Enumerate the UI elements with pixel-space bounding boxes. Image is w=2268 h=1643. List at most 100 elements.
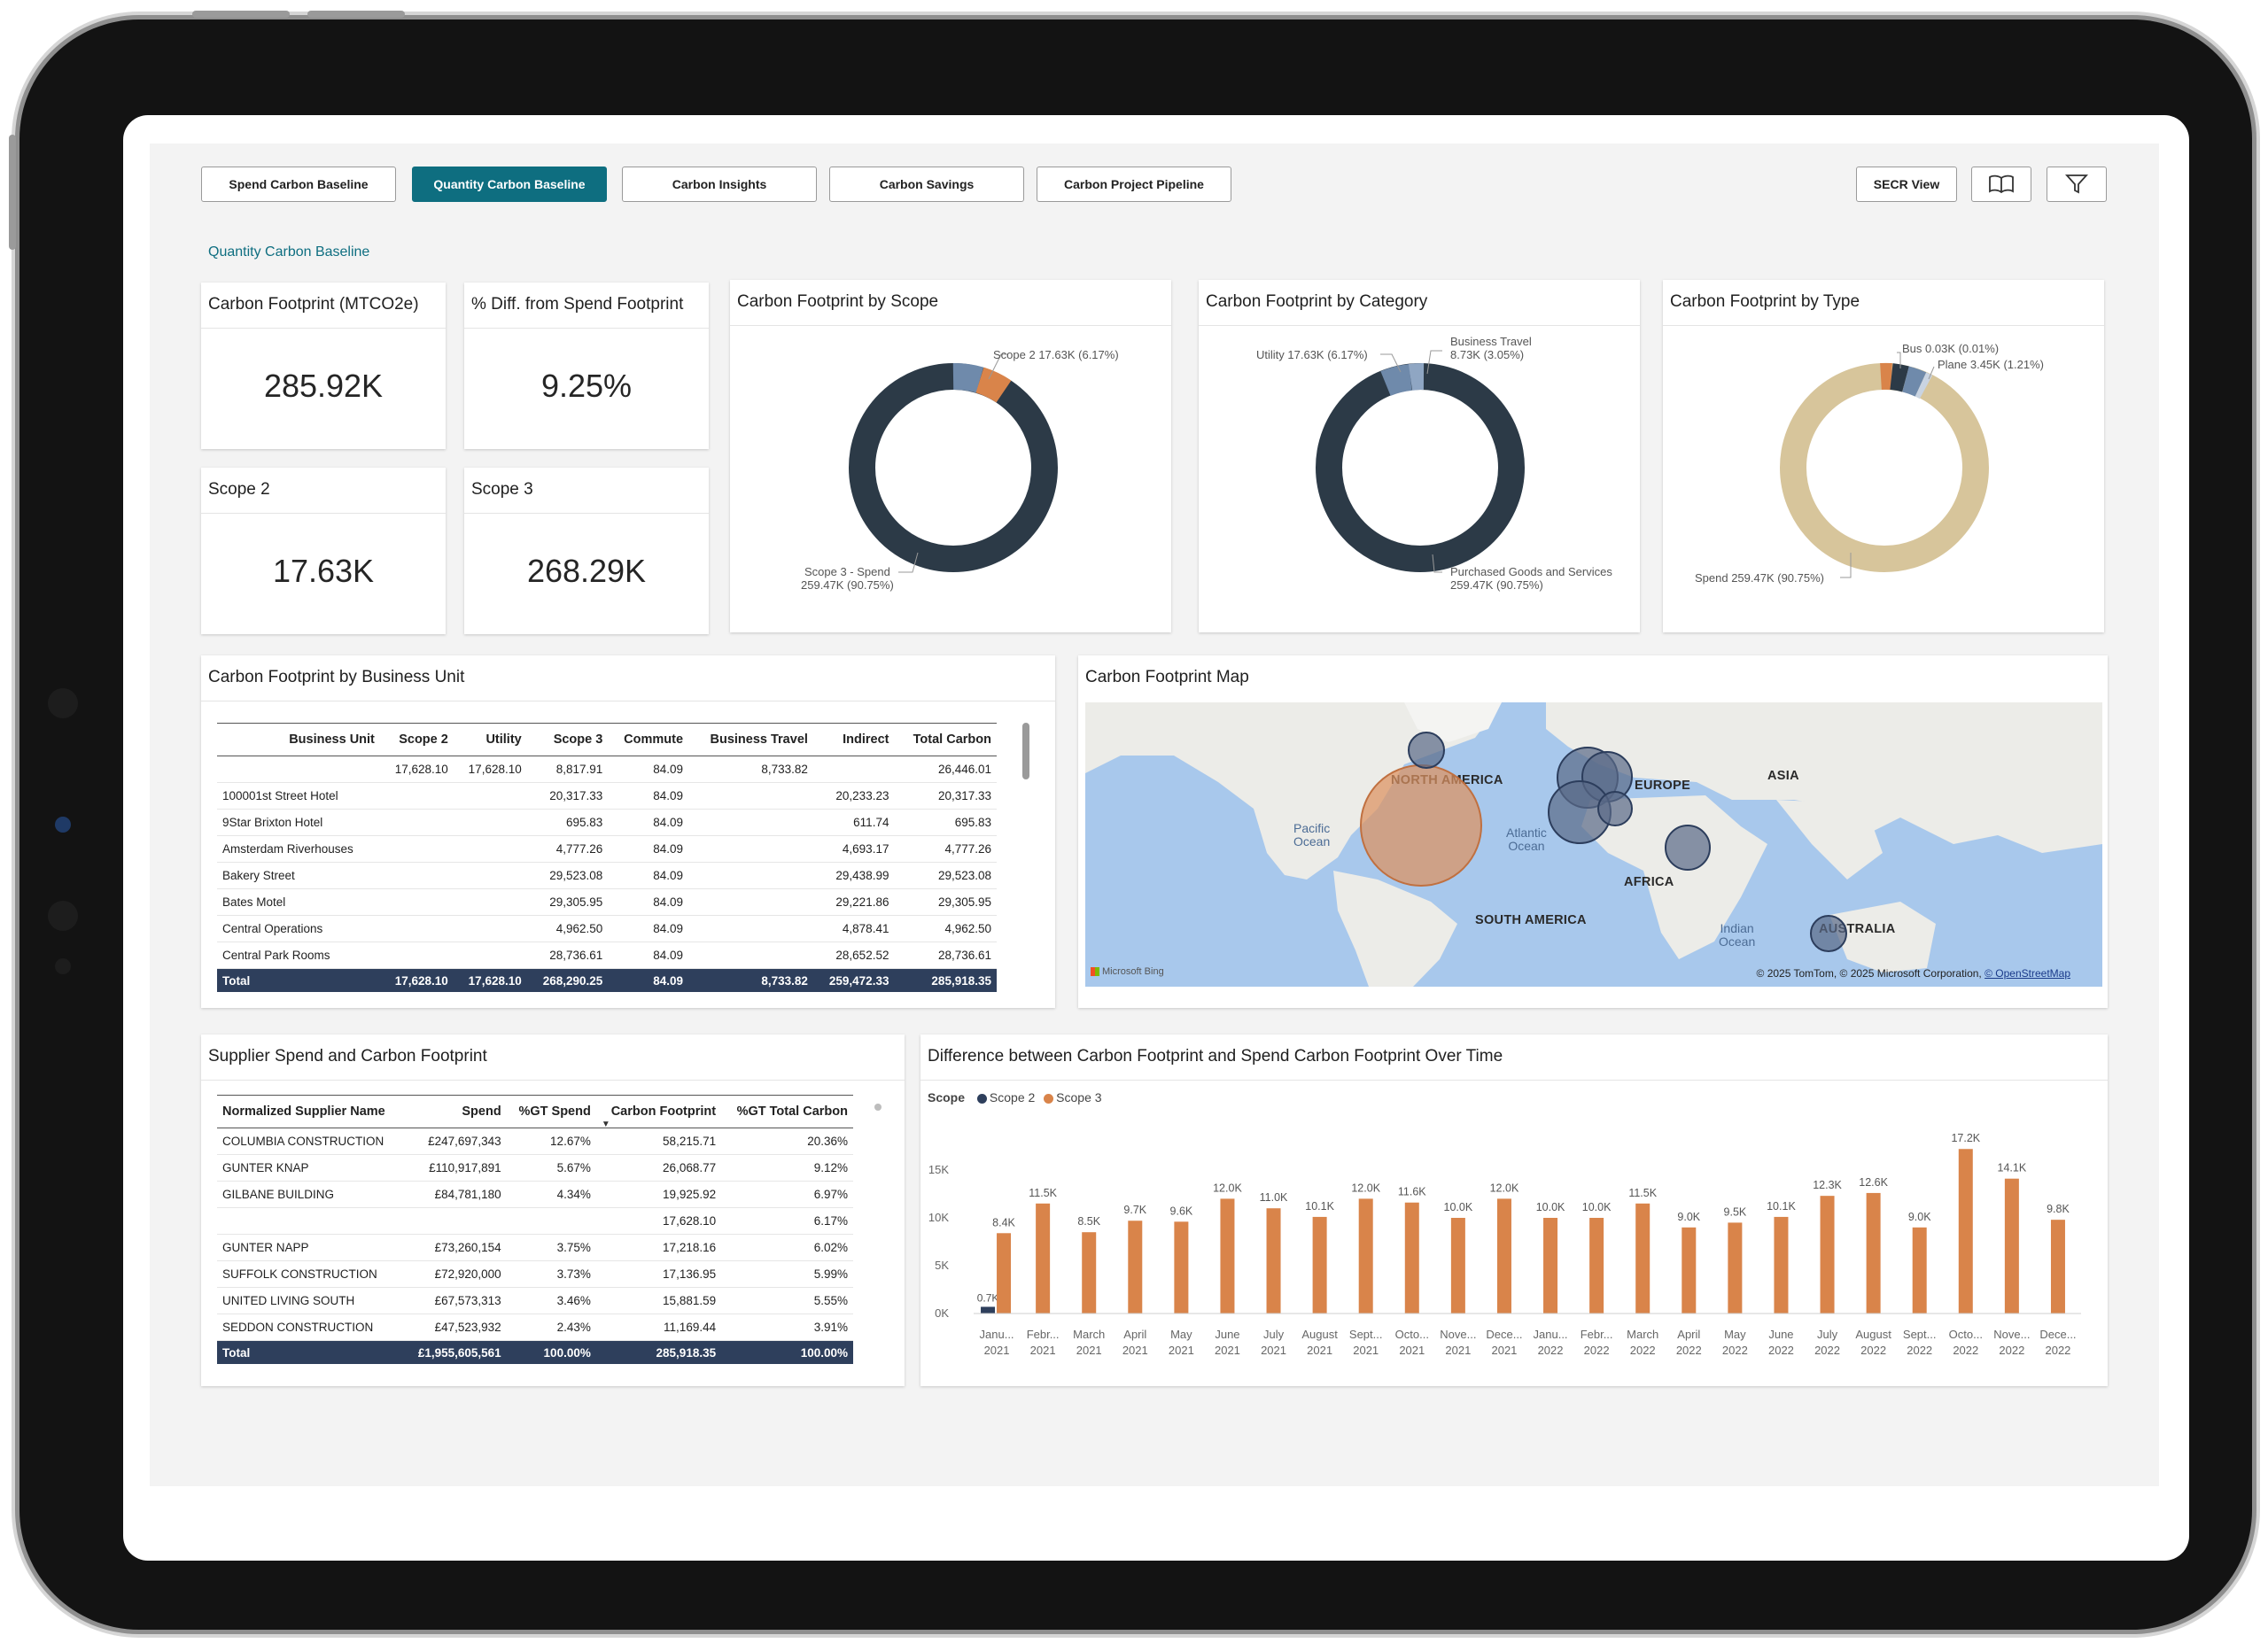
column-header[interactable]: Business Unit [217,723,380,756]
bar-scope-3[interactable] [1312,1216,1327,1314]
bubble-middle-east[interactable] [1665,825,1711,871]
x-tick-label: 2021 [1030,1344,1056,1357]
openstreetmap-link[interactable]: © OpenStreetMap [1984,967,2070,980]
table-row[interactable]: Amsterdam Riverhouses 4,777.26 84.09 4,693.… [217,835,997,863]
table-cell: 6.17% [721,1207,853,1235]
donut-slice-business-travel[interactable] [1408,363,1425,391]
tab-quantity-carbon-baseline[interactable]: Quantity Carbon Baseline [412,167,607,202]
bar-scope-3[interactable] [1958,1149,1973,1314]
bubble-north-america[interactable] [1360,764,1482,887]
donut-slice-utility[interactable] [1380,364,1413,397]
table-row[interactable]: 17,628.10 6.17% [217,1207,853,1235]
bar-scope-3[interactable] [1266,1208,1281,1314]
bar-scope-3[interactable] [1358,1198,1373,1314]
donut-chart-scope[interactable] [730,280,1171,632]
data-label: 10.1K [1305,1200,1334,1213]
bar-scope-3[interactable] [1820,1196,1835,1314]
donut-chart-category[interactable] [1199,280,1640,632]
column-header[interactable]: Scope 3 [526,723,609,756]
donut-slice-spend[interactable] [1780,363,1989,572]
table-row[interactable]: UNITED LIVING SOUTH £67,573,313 3.46% 15,88… [217,1287,853,1314]
bar-scope-3[interactable] [1496,1198,1511,1314]
bar-scope-3[interactable] [1912,1227,1927,1314]
business-unit-table: Business Unit Scope 2 Utility Scope 3 Commut… [217,723,997,992]
secr-view-button[interactable]: SECR View [1856,167,1957,202]
bar-scope-3[interactable] [1450,1218,1465,1314]
column-header[interactable]: Business Travel [688,723,813,756]
column-header[interactable]: Utility [453,723,527,756]
bar-scope-3[interactable] [2004,1178,2019,1314]
legend-item-scope-2[interactable]: Scope 2 [976,1090,1035,1104]
bar-scope-3[interactable] [1774,1216,1789,1314]
filter-button[interactable] [2047,167,2107,202]
data-label: 11.5K [1029,1187,1057,1199]
table-row[interactable]: GILBANE BUILDING £84,781,180 4.34% 19,925.9… [217,1181,853,1208]
donut-slice-scope-3-travel[interactable] [952,363,984,393]
table-total-row: Total 17,628.10 17,628.10 268,290.25 84.09 8,… [217,968,997,992]
x-tick-label: 2022 [1722,1344,1748,1357]
bar-scope-3[interactable] [1082,1232,1097,1314]
tab-carbon-project-pipeline[interactable]: Carbon Project Pipeline [1037,167,1231,202]
legend-item-scope-3[interactable]: Scope 3 [1044,1090,1102,1104]
bar-scope-3[interactable] [1543,1218,1558,1314]
bar-scope-3[interactable] [1174,1221,1189,1314]
supplier-card: Supplier Spend and Carbon Footprint Norm… [201,1035,905,1386]
table-row[interactable]: Central Park Rooms 28,736.61 84.09 28,652.5… [217,942,997,969]
tab-carbon-savings[interactable]: Carbon Savings [829,167,1024,202]
table-cell: 695.83 [526,809,609,836]
column-header[interactable]: Commute [608,723,689,756]
column-header[interactable]: %GT Spend [506,1095,596,1128]
donut-slice-scope-2[interactable] [975,367,1012,403]
column-header[interactable]: Carbon Footprint ▼ [595,1095,722,1129]
donut-slice-bus[interactable] [1915,372,1933,399]
column-header[interactable]: %GT Total Carbon [721,1095,853,1128]
tab-spend-carbon-baseline[interactable]: Spend Carbon Baseline [201,167,396,202]
tab-carbon-insights[interactable]: Carbon Insights [622,167,817,202]
sort-descending-icon[interactable]: ▼ [601,1120,610,1129]
column-header[interactable]: Normalized Supplier Name [217,1095,406,1128]
table-row[interactable]: Bakery Street 29,523.08 84.09 29,438.99 29,5… [217,862,997,889]
bar-scope-3[interactable] [997,1233,1012,1314]
scrollbar[interactable] [1022,723,1029,779]
column-header[interactable]: Total Carbon [894,723,997,756]
table-cell [379,809,454,836]
donut-slice-plane[interactable] [1901,366,1927,397]
table-row[interactable]: 9Star Brixton Hotel 695.83 84.09 611.74 695.… [217,809,997,836]
table-row[interactable]: Central Operations 4,962.50 84.09 4,878.41 4… [217,915,997,942]
table-row[interactable]: GUNTER NAPP £73,260,154 3.75% 17,218.16 6.02… [217,1234,853,1261]
table-row[interactable]: GUNTER KNAP £110,917,891 5.67% 26,068.77 9.1… [217,1154,853,1182]
bubble-europe[interactable] [1597,791,1633,826]
bar-scope-3[interactable] [1220,1198,1235,1314]
bar-scope-3[interactable] [1589,1218,1604,1314]
donut-slice-other[interactable] [1890,363,1909,392]
table-row[interactable]: 17,628.10 17,628.10 8,817.91 84.09 8,733.82 2… [217,756,997,783]
bar-scope-3[interactable] [1866,1192,1881,1314]
book-button[interactable] [1971,167,2031,202]
table-row[interactable]: Bates Motel 29,305.95 84.09 29,221.86 29,305… [217,888,997,916]
bar-scope-3[interactable] [1036,1203,1051,1314]
bubble-australia[interactable] [1810,915,1847,952]
table-cell [453,888,527,916]
table-row[interactable]: COLUMBIA CONSTRUCTION £247,697,343 12.67% 5… [217,1128,853,1155]
bar-scope-3[interactable] [1404,1202,1419,1314]
donut-slice-purchased-goods[interactable] [1316,363,1525,572]
bar-scope-3[interactable] [1682,1227,1697,1314]
table-row[interactable]: SEDDON CONSTRUCTION £47,523,932 2.43% 11,16… [217,1314,853,1341]
table-row[interactable]: SUFFOLK CONSTRUCTION £72,920,000 3.73% 17,1… [217,1260,853,1288]
bar-scope-3[interactable] [1128,1221,1143,1314]
table-cell [405,1207,507,1235]
donut-slice-scope-3[interactable] [849,363,1058,572]
bar-scope-2[interactable] [981,1306,996,1314]
column-header[interactable]: Spend [405,1095,507,1128]
bar-scope-3[interactable] [2050,1220,2065,1314]
bar-chart[interactable]: 0K 5K 10K 15K 0.7K 8.4K Janu... 2021 11.5K Febr..… [920,1035,2108,1386]
column-header[interactable]: Indirect [812,723,895,756]
table-row[interactable]: 100001st Street Hotel 20,317.33 84.09 20,23… [217,782,997,810]
column-header[interactable]: Scope 2 [379,723,454,756]
bar-scope-3[interactable] [1635,1203,1651,1314]
bubble-canada[interactable] [1408,732,1445,769]
map-canvas[interactable]: NORTH AMERICA EUROPE ASIA AFRICA SOUTH A… [1085,702,2102,987]
scroll-indicator[interactable] [874,1104,882,1111]
donut-chart-type[interactable] [1663,280,2104,632]
bar-scope-3[interactable] [1728,1222,1743,1314]
